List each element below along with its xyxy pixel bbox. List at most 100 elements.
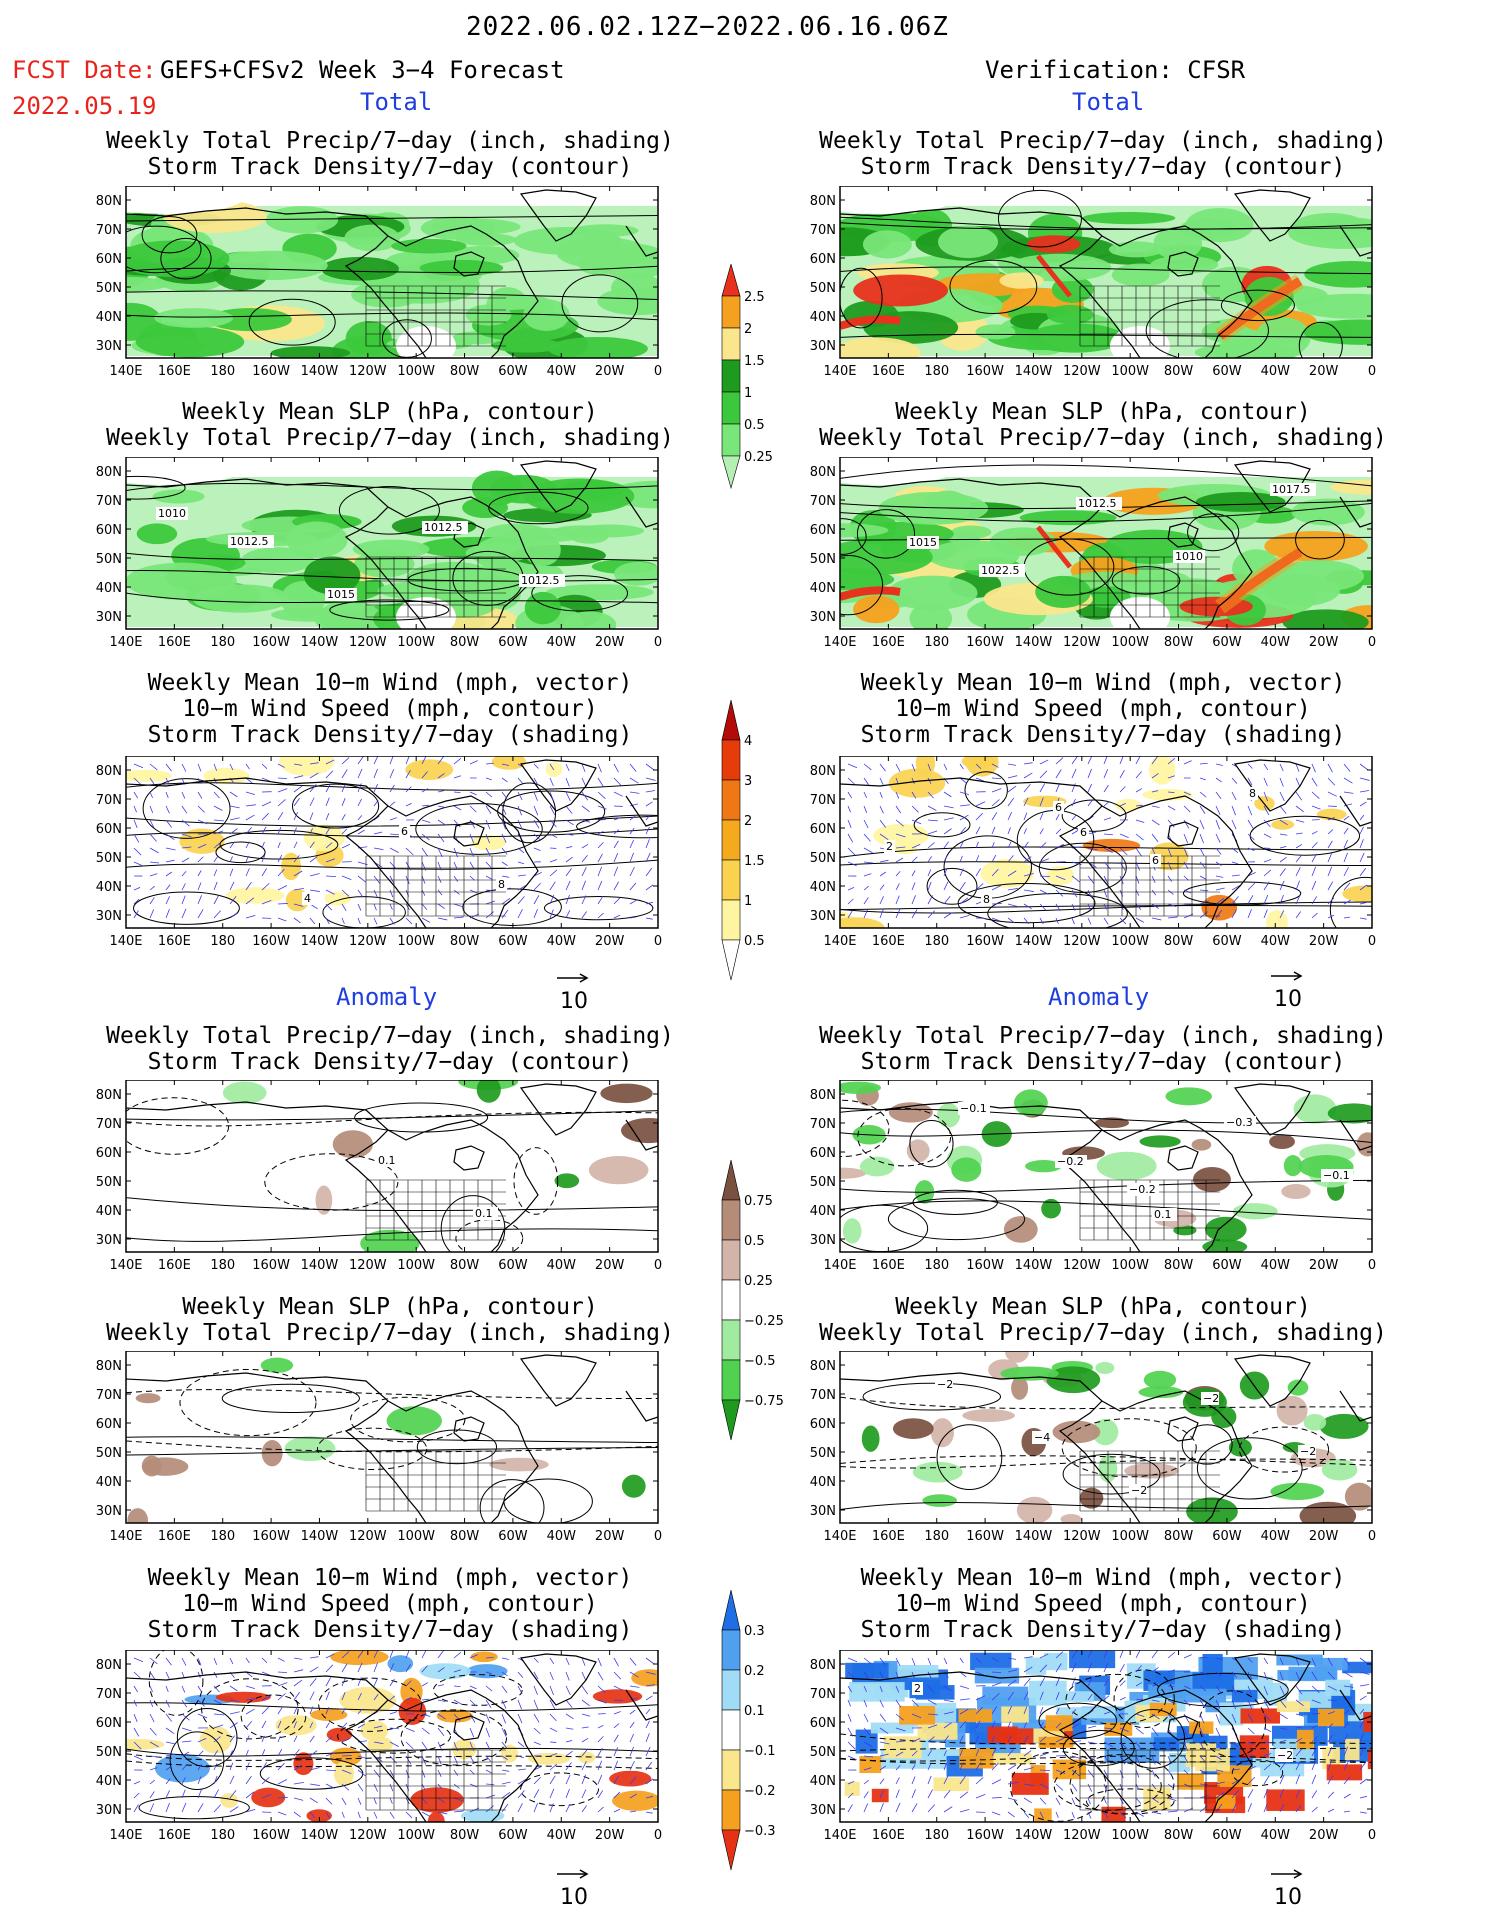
lon-label: 20W bbox=[1309, 1529, 1339, 1544]
lat-label: 60N bbox=[96, 523, 122, 538]
lon-label: 180 bbox=[210, 635, 235, 650]
colorbar-swatch bbox=[721, 1590, 741, 1631]
lon-label: 100W bbox=[397, 1258, 435, 1273]
contour-label: 8 bbox=[498, 878, 505, 891]
colorbar-label: 0.3 bbox=[744, 1624, 765, 1639]
colorbar-label: 1 bbox=[744, 894, 752, 909]
contour-label: 1022.5 bbox=[981, 564, 1020, 577]
lon-label: 120W bbox=[1063, 364, 1101, 379]
colorbar-label: −0.2 bbox=[744, 1784, 776, 1799]
lon-label: 100W bbox=[397, 1529, 435, 1544]
lon-label: 100W bbox=[1111, 1258, 1149, 1273]
colorbar-swatch bbox=[721, 423, 741, 457]
map-panel-10: 80N 70N 60N 50N 40N 30N 140E 160E 180 160W 140W 120… bbox=[96, 1650, 662, 1843]
lon-label: 60W bbox=[498, 934, 528, 949]
vector-ref-arrow bbox=[557, 973, 589, 983]
colorbar-swatch bbox=[721, 1399, 741, 1441]
section-total-right: Total bbox=[1072, 88, 1145, 116]
lon-label: 180 bbox=[210, 1828, 235, 1843]
lon-label: 140E bbox=[823, 635, 856, 650]
lon-label: 60W bbox=[1212, 364, 1242, 379]
lat-label: 40N bbox=[96, 1204, 122, 1219]
contour-label: 6 bbox=[1152, 854, 1159, 867]
contour-label: 1012.5 bbox=[230, 535, 269, 548]
lat-label: 30N bbox=[96, 1504, 122, 1519]
colorbar-label: 2.5 bbox=[744, 290, 765, 305]
lon-label: 60W bbox=[498, 1828, 528, 1843]
lat-label: 70N bbox=[810, 223, 836, 238]
lon-label: 80W bbox=[1164, 934, 1194, 949]
section-total-left: Total bbox=[360, 88, 433, 116]
map-panel-4: 80N 70N 60N 50N 40N 30N 140E 160E 180 160W 140W 120… bbox=[96, 756, 662, 949]
colorbar-label: 0.5 bbox=[744, 934, 765, 949]
contour-label: 8 bbox=[983, 893, 990, 906]
colorbar-precip-anom: 0.75 0.5 0.25 −0.25 −0.5 −0.75 bbox=[721, 1160, 784, 1441]
lat-label: 80N bbox=[810, 1658, 836, 1673]
lat-label: 50N bbox=[96, 1175, 122, 1190]
lat-label: 40N bbox=[810, 880, 836, 895]
lon-label: 140E bbox=[109, 1258, 142, 1273]
lon-label: 20W bbox=[1309, 1258, 1339, 1273]
colorbar-label: 2 bbox=[744, 322, 752, 337]
lat-label: 30N bbox=[810, 610, 836, 625]
map-panel-9: 80N 70N 60N 50N 40N 30N 140E 160E 180 160W 140W 120… bbox=[810, 1351, 1376, 1544]
map-panel-11: 80N 70N 60N 50N 40N 30N 140E 160E 180 160W 140W 120… bbox=[810, 1650, 1376, 1843]
lon-label: 100W bbox=[397, 364, 435, 379]
contour-label: 1015 bbox=[909, 536, 937, 549]
lon-label: 180 bbox=[210, 934, 235, 949]
lon-label: 140E bbox=[109, 364, 142, 379]
lon-label: 100W bbox=[1111, 934, 1149, 949]
lon-label: 80W bbox=[450, 1828, 480, 1843]
colorbar-swatch bbox=[721, 739, 741, 781]
lat-label: 80N bbox=[810, 1088, 836, 1103]
lon-label: 160W bbox=[252, 364, 290, 379]
colorbar-label: 0.5 bbox=[744, 1234, 765, 1249]
lon-label: 180 bbox=[924, 364, 949, 379]
colorbar-swatch bbox=[721, 1279, 741, 1321]
lon-label: 140W bbox=[301, 1828, 339, 1843]
colorbar-swatch bbox=[721, 899, 741, 941]
colorbar-label: 0.2 bbox=[744, 1664, 765, 1679]
lat-label: 30N bbox=[96, 610, 122, 625]
colorbar-track-total: 4 3 2 1.5 1 0.5 bbox=[721, 700, 765, 981]
colorbar-swatch bbox=[721, 939, 741, 981]
title-anom-wind-right: Weekly Mean 10−m Wind (mph, vector) 10−m … bbox=[860, 1565, 1346, 1643]
lon-label: 80W bbox=[1164, 1828, 1194, 1843]
colorbar-swatch bbox=[721, 455, 741, 490]
colorbar-label: 0.25 bbox=[744, 450, 773, 465]
lat-label: 70N bbox=[96, 223, 122, 238]
lat-label: 70N bbox=[96, 793, 122, 808]
lat-label: 60N bbox=[96, 1716, 122, 1731]
lat-label: 70N bbox=[96, 1388, 122, 1403]
colorbar-swatch bbox=[721, 1789, 741, 1831]
contour-label: −4 bbox=[1034, 1431, 1050, 1444]
lon-label: 140W bbox=[1015, 1258, 1053, 1273]
lon-label: 140W bbox=[1015, 364, 1053, 379]
lon-label: 80W bbox=[450, 1258, 480, 1273]
contour-label: −2 bbox=[1277, 1749, 1293, 1762]
lon-label: 180 bbox=[924, 934, 949, 949]
colorbar-swatch bbox=[721, 1160, 741, 1201]
lon-label: 60W bbox=[498, 1529, 528, 1544]
colorbar-label: 0.1 bbox=[744, 1704, 765, 1719]
lon-label: 80W bbox=[1164, 1529, 1194, 1544]
lat-label: 40N bbox=[96, 880, 122, 895]
colorbar-label: −0.75 bbox=[744, 1394, 784, 1409]
lon-label: 20W bbox=[595, 635, 625, 650]
lon-label: 160E bbox=[158, 364, 191, 379]
lat-label: 40N bbox=[96, 581, 122, 596]
lat-label: 30N bbox=[96, 909, 122, 924]
lon-label: 20W bbox=[595, 934, 625, 949]
lon-label: 160E bbox=[872, 1828, 905, 1843]
lat-label: 40N bbox=[96, 1475, 122, 1490]
colorbar-swatch bbox=[721, 359, 741, 393]
lon-label: 140E bbox=[823, 1529, 856, 1544]
map-panel-6: 80N 70N 60N 50N 40N 30N 140E 160E 180 160W 140W 120… bbox=[96, 1080, 662, 1273]
lat-label: 60N bbox=[810, 822, 836, 837]
colorbar-swatch bbox=[721, 700, 741, 741]
lat-label: 30N bbox=[810, 1504, 836, 1519]
lat-label: 60N bbox=[810, 1146, 836, 1161]
lat-label: 50N bbox=[810, 552, 836, 567]
lon-label: 100W bbox=[397, 934, 435, 949]
lon-label: 160W bbox=[966, 934, 1004, 949]
